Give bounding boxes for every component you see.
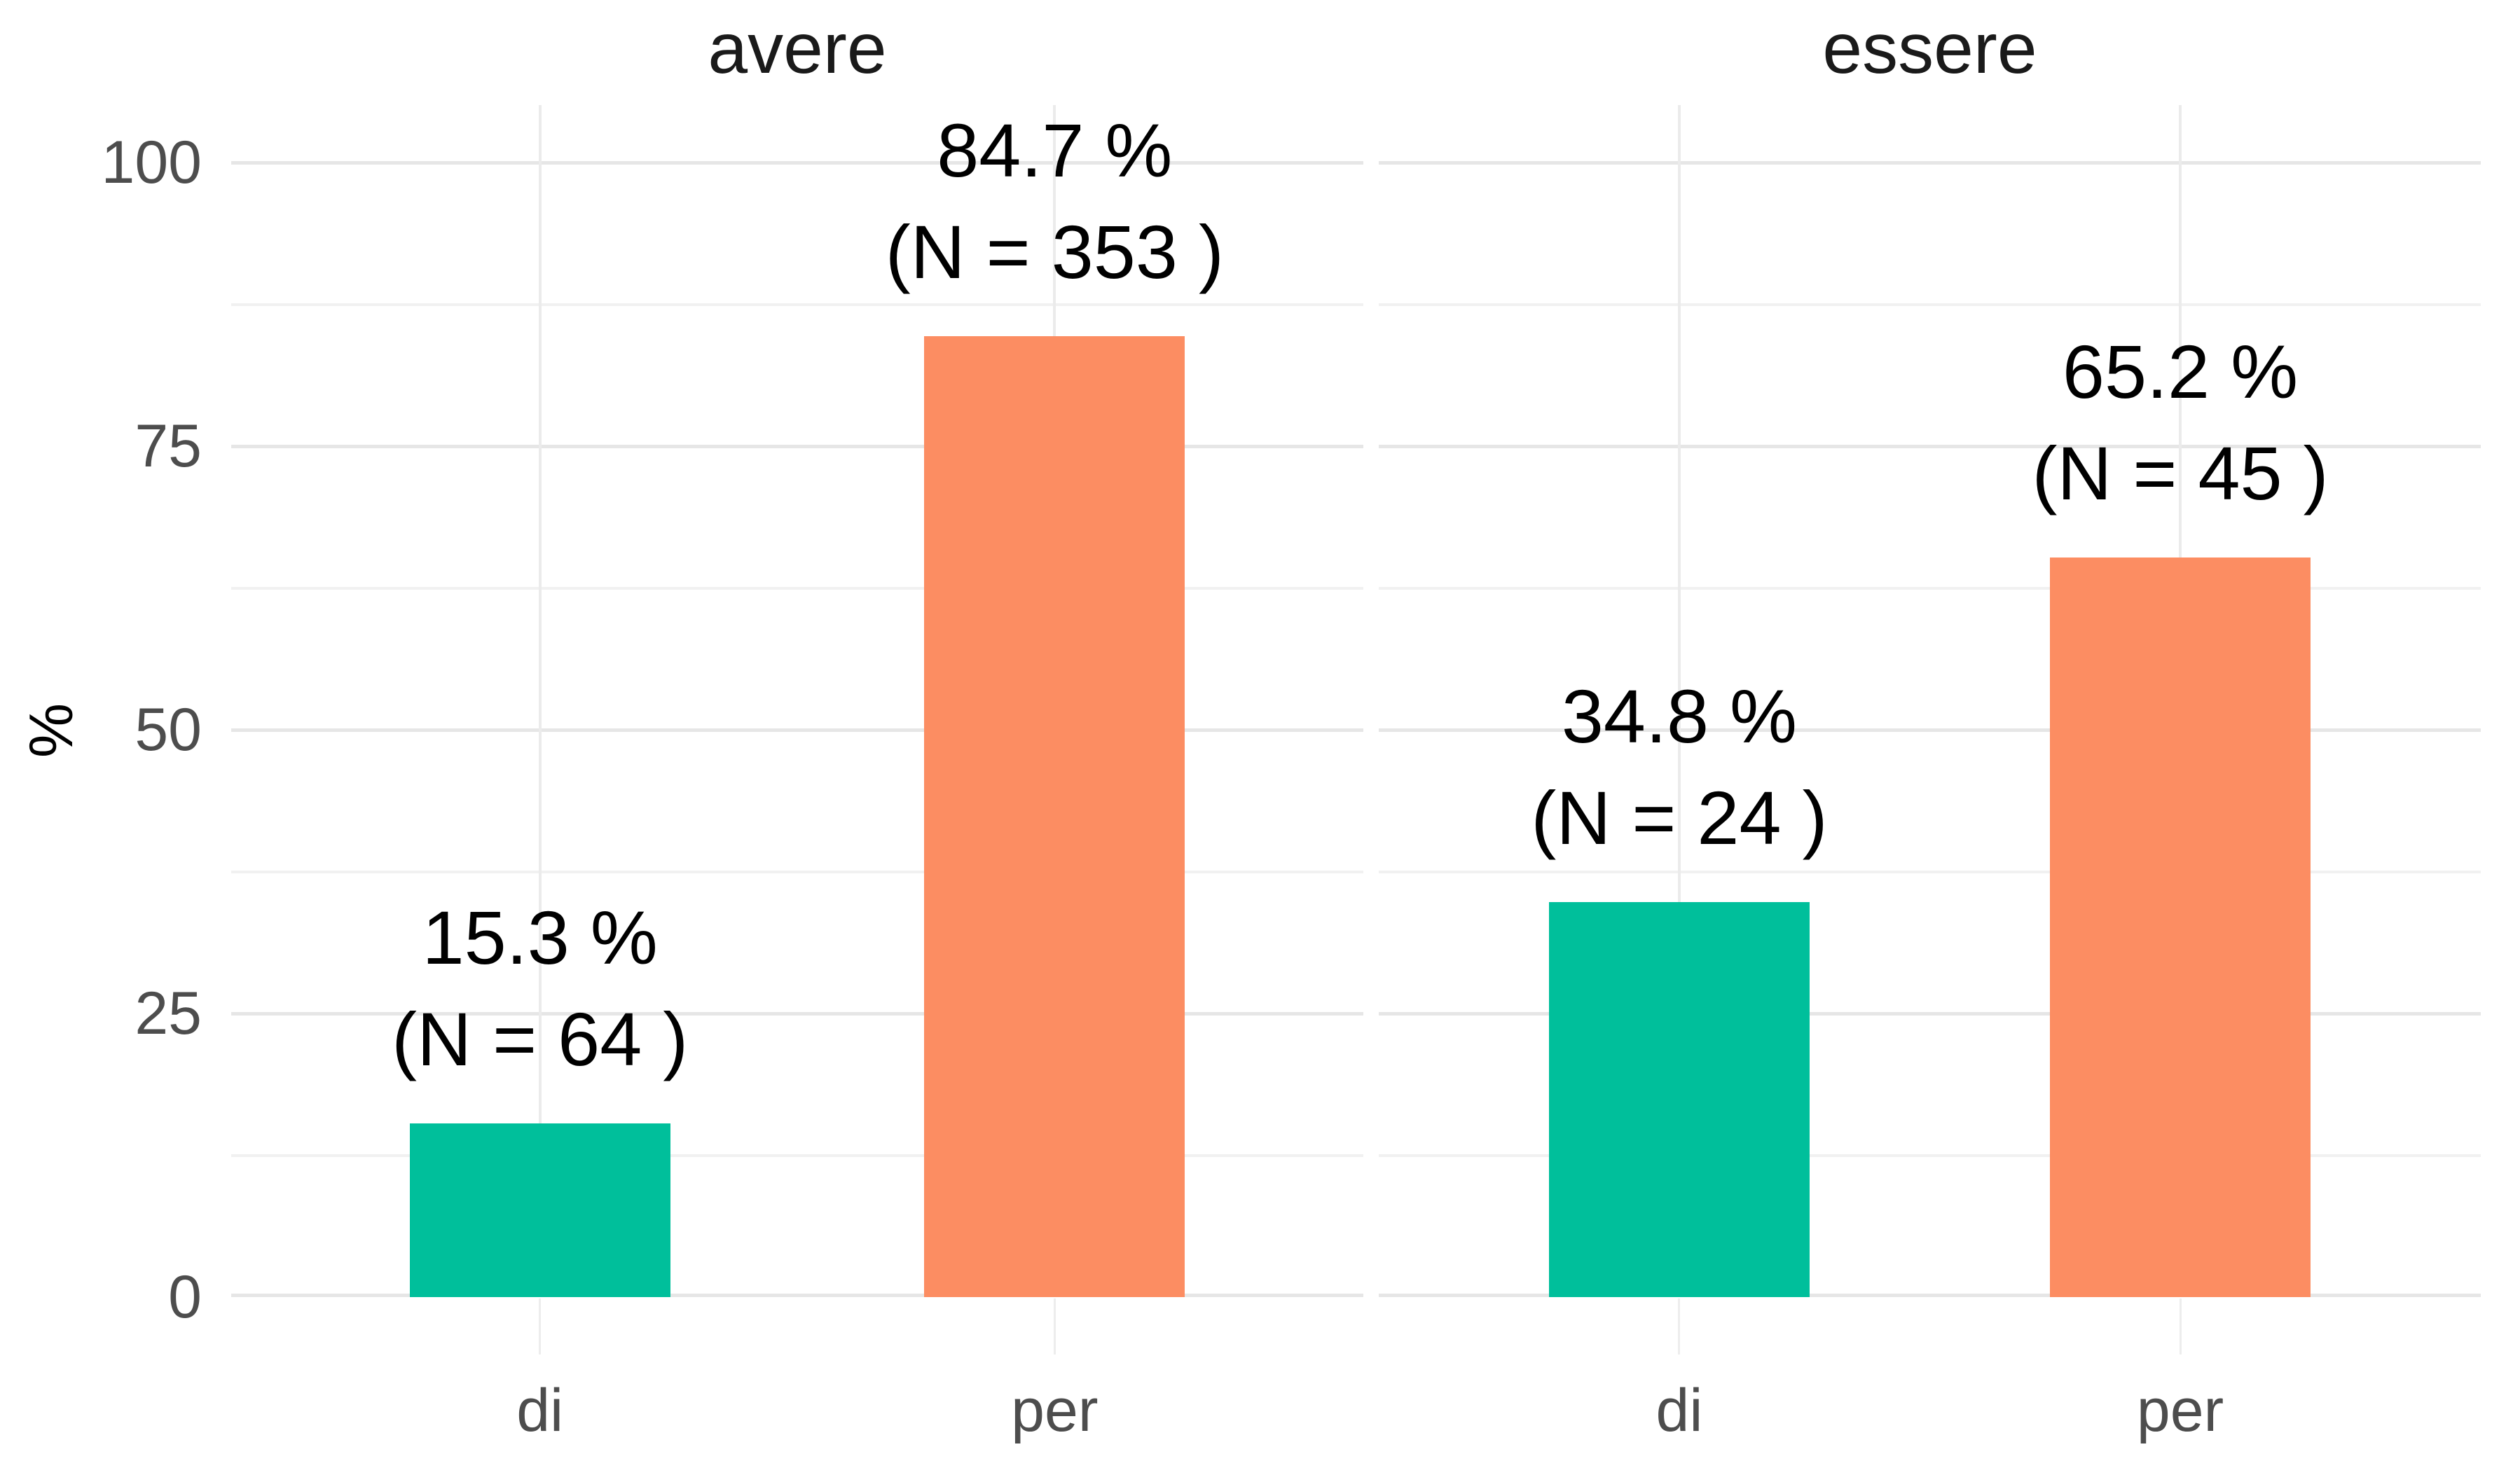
bar-value-label: 15.3 % (N = 64 ) bbox=[190, 887, 890, 1090]
gridline-major bbox=[231, 728, 1363, 732]
bar-essere-di bbox=[1548, 902, 1810, 1297]
bar-value-label: 65.2 % (N = 45 ) bbox=[1830, 321, 2520, 524]
x-axis-tick bbox=[1053, 1299, 1056, 1355]
bar-label-percent: 65.2 % bbox=[2062, 329, 2299, 414]
gridline-major bbox=[231, 445, 1363, 448]
y-axis: 100 75 50 25 0 bbox=[0, 0, 202, 1475]
bar-label-count: (N = 45 ) bbox=[2032, 431, 2329, 515]
bar-label-count: (N = 64 ) bbox=[392, 997, 689, 1081]
bar-value-label: 34.8 % (N = 24 ) bbox=[1329, 665, 2030, 868]
bar-essere-per bbox=[2050, 558, 2311, 1297]
gridline-major bbox=[1379, 1294, 2481, 1297]
facet-panel: 15.3 % (N = 64 ) di 84.7 % (N = 353 ) per bbox=[231, 105, 1363, 1444]
facet-panel: 34.8 % (N = 24 ) di 65.2 % (N = 45 ) per bbox=[1379, 105, 2481, 1444]
gridline-major bbox=[231, 1012, 1363, 1016]
bar-label-percent: 15.3 % bbox=[422, 895, 658, 980]
x-tick-label-per: per bbox=[1011, 1377, 1099, 1444]
gridline-major bbox=[1379, 161, 2481, 165]
gridline-major bbox=[1379, 728, 2481, 732]
x-axis-tick bbox=[1678, 1299, 1681, 1355]
gridline-minor bbox=[231, 870, 1363, 873]
bar-label-count: (N = 24 ) bbox=[1531, 775, 1828, 860]
gridline-major bbox=[231, 1294, 1363, 1297]
gridline-vertical bbox=[538, 105, 542, 1297]
y-tick-label: 100 bbox=[101, 129, 202, 196]
gridline-minor bbox=[1379, 1154, 2481, 1157]
facet-title: essere bbox=[1822, 8, 2037, 88]
gridline-minor bbox=[1379, 303, 2481, 306]
x-axis-tick bbox=[2179, 1299, 2182, 1355]
gridline-major bbox=[1379, 445, 2481, 448]
x-tick-label-di: di bbox=[1655, 1377, 1703, 1444]
bar-label-percent: 84.7 % bbox=[937, 108, 1173, 193]
x-tick-label-per: per bbox=[2136, 1377, 2224, 1444]
gridline-major bbox=[231, 161, 1363, 165]
y-tick-label: 50 bbox=[135, 696, 202, 763]
gridline-minor bbox=[231, 1154, 1363, 1157]
y-tick-label: 25 bbox=[135, 980, 202, 1047]
x-axis-tick bbox=[539, 1299, 542, 1355]
gridline-minor bbox=[231, 586, 1363, 590]
bar-value-label: 84.7 % (N = 353 ) bbox=[704, 99, 1405, 303]
bar-label-percent: 34.8 % bbox=[1561, 674, 1798, 759]
gridline-minor bbox=[1379, 870, 2481, 873]
gridline-vertical bbox=[1677, 105, 1681, 1297]
y-tick-label: 75 bbox=[135, 413, 202, 480]
gridline-major bbox=[1379, 1012, 2481, 1016]
x-tick-label-di: di bbox=[516, 1377, 564, 1444]
bar-avere-per bbox=[924, 336, 1185, 1297]
gridline-minor bbox=[231, 303, 1363, 306]
bar-label-count: (N = 353 ) bbox=[885, 209, 1224, 294]
facet-title: avere bbox=[708, 8, 887, 88]
bar-avere-di bbox=[409, 1123, 670, 1297]
y-tick-label: 0 bbox=[168, 1263, 202, 1331]
gridline-minor bbox=[1379, 586, 2481, 590]
